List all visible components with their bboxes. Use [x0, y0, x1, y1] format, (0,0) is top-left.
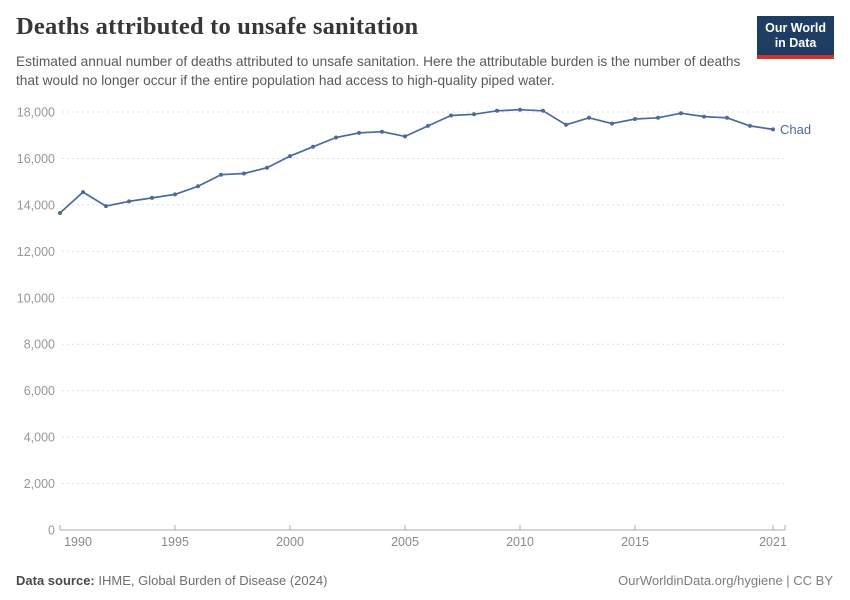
data-point — [219, 172, 223, 177]
y-tick-label: 18,000 — [17, 106, 55, 120]
data-source-text: IHME, Global Burden of Disease (2024) — [94, 573, 328, 588]
data-point — [564, 122, 568, 127]
data-point — [495, 108, 499, 113]
y-tick-label: 16,000 — [17, 152, 55, 166]
x-tick-label: 1995 — [161, 535, 189, 549]
data-point — [150, 195, 154, 200]
series-end-label: Chad — [780, 122, 811, 137]
data-point — [242, 171, 246, 176]
data-point — [679, 111, 683, 116]
data-point — [771, 127, 775, 132]
x-tick-label: 1990 — [64, 535, 92, 549]
owid-logo[interactable]: Our World in Data — [757, 16, 834, 59]
page-title: Deaths attributed to unsafe sanitation — [16, 13, 419, 40]
data-point — [633, 117, 637, 121]
owid-logo-line1: Our World — [765, 21, 826, 35]
data-point — [725, 115, 729, 120]
data-point — [426, 123, 430, 128]
y-tick-label: 8,000 — [24, 338, 55, 352]
footer-link[interactable]: OurWorldinData.org/hygiene | CC BY — [618, 573, 833, 588]
data-point — [265, 165, 269, 170]
data-point — [702, 114, 706, 119]
data-point — [748, 123, 752, 128]
data-point — [449, 113, 453, 118]
data-point — [656, 115, 660, 120]
data-point — [518, 107, 522, 112]
x-tick-label: 2021 — [759, 535, 787, 549]
data-source-label: Data source: — [16, 573, 95, 588]
data-point — [173, 192, 177, 197]
y-tick-label: 2,000 — [24, 477, 55, 491]
data-point — [104, 204, 108, 209]
y-tick-label: 4,000 — [24, 431, 55, 445]
data-point — [196, 184, 200, 189]
data-line — [59, 108, 774, 214]
chart-footer: Data source: IHME, Global Burden of Dise… — [16, 573, 833, 588]
y-tick-label: 6,000 — [24, 384, 55, 398]
data-point — [403, 134, 407, 139]
owid-logo-line2: in Data — [774, 36, 817, 50]
y-tick-label: 12,000 — [17, 245, 55, 259]
data-point — [357, 130, 361, 135]
data-point — [127, 199, 131, 204]
data-point — [58, 211, 62, 215]
data-point — [541, 108, 545, 113]
y-tick-label: 10,000 — [17, 291, 55, 305]
data-point — [334, 135, 338, 140]
y-tick-label: 0 — [48, 524, 55, 538]
x-tick-label: 2000 — [276, 535, 304, 549]
data-point — [380, 129, 384, 134]
x-tick-label: 2010 — [506, 535, 534, 549]
data-source: Data source: IHME, Global Burden of Dise… — [16, 573, 327, 588]
x-tick-label: 2005 — [391, 535, 419, 549]
data-point — [311, 144, 315, 149]
y-tick-label: 14,000 — [17, 198, 55, 212]
x-tick-label: 2015 — [621, 535, 649, 549]
data-point — [587, 115, 591, 120]
chart-subtitle: Estimated annual number of deaths attrib… — [16, 54, 741, 89]
data-point — [288, 154, 292, 159]
data-point — [610, 121, 614, 126]
data-point — [81, 190, 85, 195]
data-point — [472, 112, 476, 117]
